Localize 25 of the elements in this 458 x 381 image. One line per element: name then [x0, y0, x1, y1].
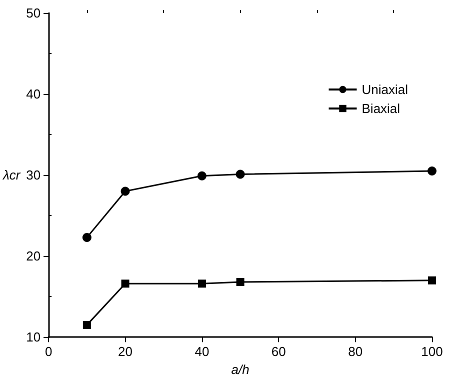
legend-label: Biaxial [362, 101, 400, 116]
y-tick-label: 20 [26, 248, 41, 264]
x-tick-label: 0 [44, 344, 52, 360]
point [428, 166, 436, 176]
y-tick-label: 30 [26, 168, 41, 183]
point [120, 186, 130, 196]
x-tick-label: 60 [271, 344, 286, 360]
y-tick-label: 50 [26, 6, 41, 20]
y-tick-label: 40 [26, 86, 41, 102]
x-tick-label: 40 [194, 344, 210, 360]
point [197, 171, 206, 180]
point [198, 280, 206, 288]
point [82, 232, 92, 242]
point [82, 320, 91, 329]
point [121, 280, 130, 288]
x-tick-label: 80 [348, 344, 363, 360]
y-tick-label: 10 [26, 330, 41, 345]
point [236, 170, 245, 179]
x-tick-label: 20 [118, 344, 133, 360]
x-tick-label: 100 [421, 344, 443, 360]
point [428, 276, 436, 284]
legend-label: Uniaxial [362, 82, 408, 97]
x-axis-title: a/h [231, 362, 250, 377]
point [236, 278, 244, 286]
y-axis-title: λcr [2, 168, 21, 183]
